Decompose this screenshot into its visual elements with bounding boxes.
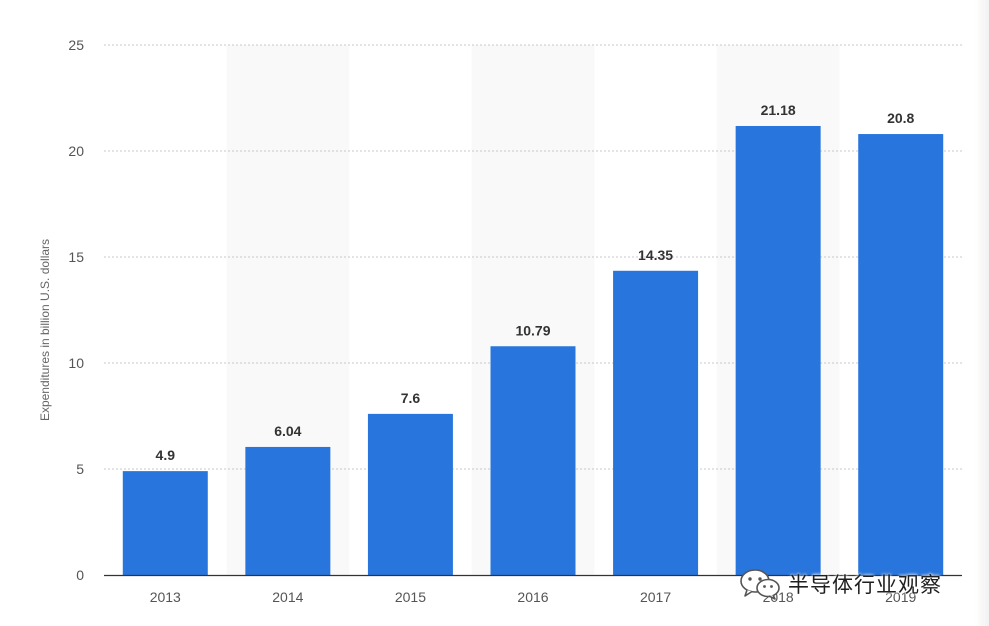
x-axis-ticks: 2013 2014 2015 2016 2017 2018 2019	[150, 589, 917, 605]
y-tick-label: 0	[76, 567, 84, 583]
x-tick-label-2019: 2019	[885, 589, 916, 605]
watermark-text: 半导体行业观察	[788, 573, 942, 597]
x-tick-label-2016: 2016	[517, 589, 548, 605]
right-edge-shadow	[975, 0, 989, 626]
y-tick-label: 10	[68, 355, 84, 371]
bar-2013[interactable]	[122, 471, 208, 575]
y-axis-label: Expenditures in billion U.S. dollars	[38, 239, 52, 421]
data-label-2017: 14.35	[638, 247, 673, 263]
x-tick-label-2014: 2014	[272, 589, 303, 605]
data-label-2015: 7.6	[401, 390, 421, 406]
bar-2015[interactable]	[367, 413, 453, 575]
data-labels: 4.9 6.04 7.6 10.79 14.35 21.18 20.8	[156, 102, 915, 463]
y-tick-label: 5	[76, 461, 84, 477]
data-label-2016: 10.79	[515, 322, 550, 338]
bar-2017[interactable]	[613, 270, 699, 575]
data-label-2014: 6.04	[274, 423, 301, 439]
bars	[122, 125, 944, 576]
x-tick-label-2015: 2015	[395, 589, 426, 605]
watermark: 半导体行业观察	[738, 566, 942, 602]
y-axis-ticks: 0 5 10 15 20 25	[68, 37, 84, 583]
y-tick-label: 25	[68, 37, 84, 53]
bar-2016[interactable]	[490, 346, 576, 575]
y-tick-label: 15	[68, 249, 84, 265]
x-tick-label-2017: 2017	[640, 589, 671, 605]
bar-2019[interactable]	[858, 134, 944, 576]
bar-2018[interactable]	[735, 125, 821, 575]
data-label-2013: 4.9	[156, 447, 176, 463]
data-label-2018: 21.18	[761, 102, 796, 118]
y-tick-label: 20	[68, 143, 84, 159]
x-tick-label-2013: 2013	[150, 589, 181, 605]
data-label-2019: 20.8	[887, 110, 914, 126]
wechat-icon	[740, 569, 780, 600]
bar-2014[interactable]	[245, 446, 331, 575]
